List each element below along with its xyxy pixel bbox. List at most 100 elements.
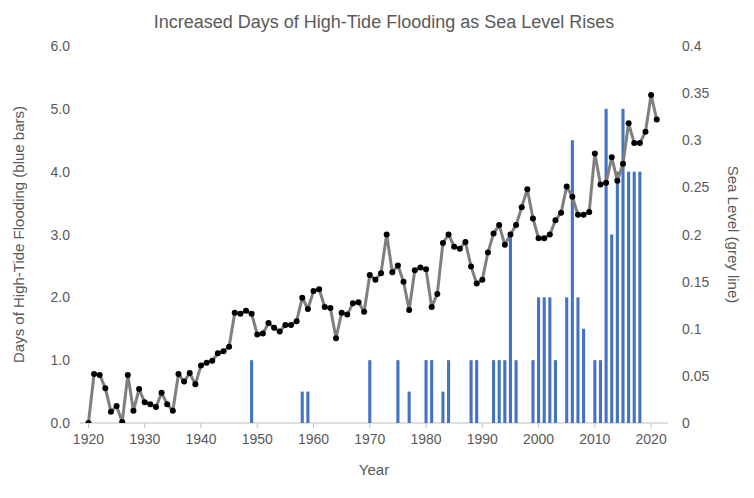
- bar: [509, 235, 512, 424]
- marker: [142, 399, 148, 405]
- line: [88, 95, 656, 423]
- x-tick: [538, 423, 539, 428]
- marker: [254, 331, 260, 337]
- marker: [395, 263, 401, 269]
- marker: [114, 403, 120, 409]
- x-tick-label: 1950: [242, 431, 273, 447]
- marker: [153, 404, 159, 410]
- marker: [187, 370, 193, 376]
- marker: [249, 311, 255, 317]
- marker: [401, 279, 407, 285]
- marker: [181, 379, 187, 385]
- marker: [524, 186, 530, 192]
- marker: [468, 264, 474, 270]
- marker: [552, 217, 558, 223]
- marker: [474, 281, 480, 287]
- marker: [265, 320, 271, 326]
- x-tick: [651, 423, 652, 428]
- x-tick: [257, 423, 258, 428]
- marker: [316, 286, 322, 292]
- marker: [361, 309, 367, 315]
- x-tick-label: 1980: [410, 431, 441, 447]
- bar: [503, 360, 506, 423]
- bar: [582, 329, 585, 423]
- marker: [192, 381, 198, 387]
- bar: [475, 360, 478, 423]
- marker: [513, 222, 519, 228]
- marker: [648, 92, 654, 98]
- marker: [434, 291, 440, 297]
- y-axis-title: Days of High-Tide Flooding (blue bars): [10, 106, 27, 363]
- marker: [626, 120, 632, 126]
- marker: [581, 212, 587, 218]
- bar: [447, 360, 450, 423]
- x-tick-label: 2010: [579, 431, 610, 447]
- marker: [558, 210, 564, 216]
- y2-tick-label: 0.1: [682, 321, 702, 337]
- y2-tick-label: 0.25: [682, 179, 709, 195]
- marker: [119, 419, 125, 423]
- marker: [333, 335, 339, 341]
- y2-tick-label: 0: [682, 415, 690, 431]
- marker: [102, 385, 108, 391]
- bar: [470, 360, 473, 423]
- x-tick-label: 1940: [185, 431, 216, 447]
- y-tick: [76, 297, 80, 298]
- marker: [322, 304, 328, 310]
- marker: [311, 288, 317, 294]
- x-tick: [88, 423, 89, 428]
- y-tick: [76, 360, 80, 361]
- y-tick: [76, 46, 80, 47]
- marker: [91, 371, 97, 377]
- y2-tick: [668, 187, 672, 188]
- marker: [367, 272, 373, 278]
- marker: [215, 350, 221, 356]
- marker: [547, 232, 553, 238]
- marker: [609, 154, 615, 160]
- marker: [457, 246, 463, 252]
- marker: [294, 318, 300, 324]
- marker: [597, 182, 603, 188]
- marker: [288, 322, 294, 328]
- marker: [384, 232, 390, 238]
- y-tick-label: 6.0: [51, 38, 71, 54]
- x-tick-label: 1960: [298, 431, 329, 447]
- bar: [554, 360, 557, 423]
- marker: [412, 267, 418, 273]
- marker: [372, 277, 378, 283]
- bar: [441, 392, 444, 423]
- y-tick-label: 1.0: [51, 352, 71, 368]
- bar: [425, 360, 428, 423]
- y-tick: [76, 108, 80, 109]
- x-tick: [200, 423, 201, 428]
- marker: [344, 312, 350, 318]
- x-tick-label: 2000: [523, 431, 554, 447]
- y2-tick: [668, 328, 672, 329]
- bar: [430, 360, 433, 423]
- title: Increased Days of High-Tide Flooding as …: [154, 12, 615, 32]
- marker: [614, 178, 620, 184]
- marker: [536, 235, 542, 241]
- marker: [204, 360, 210, 366]
- marker: [541, 235, 547, 241]
- marker: [406, 307, 412, 313]
- marker: [226, 344, 232, 350]
- bar: [537, 297, 540, 423]
- marker: [642, 129, 648, 135]
- marker: [125, 372, 131, 378]
- x-tick: [144, 423, 145, 428]
- marker: [170, 408, 176, 414]
- marker: [440, 240, 446, 246]
- x-tick: [426, 423, 427, 428]
- marker: [243, 308, 249, 314]
- marker: [451, 244, 457, 250]
- bar: [571, 140, 574, 423]
- marker: [389, 269, 395, 275]
- x-axis-line: [80, 423, 668, 424]
- marker: [603, 180, 609, 186]
- marker: [491, 231, 497, 237]
- x-tick-label: 1920: [73, 431, 104, 447]
- y2-tick-label: 0.15: [682, 274, 709, 290]
- marker: [147, 401, 153, 407]
- marker: [575, 212, 581, 218]
